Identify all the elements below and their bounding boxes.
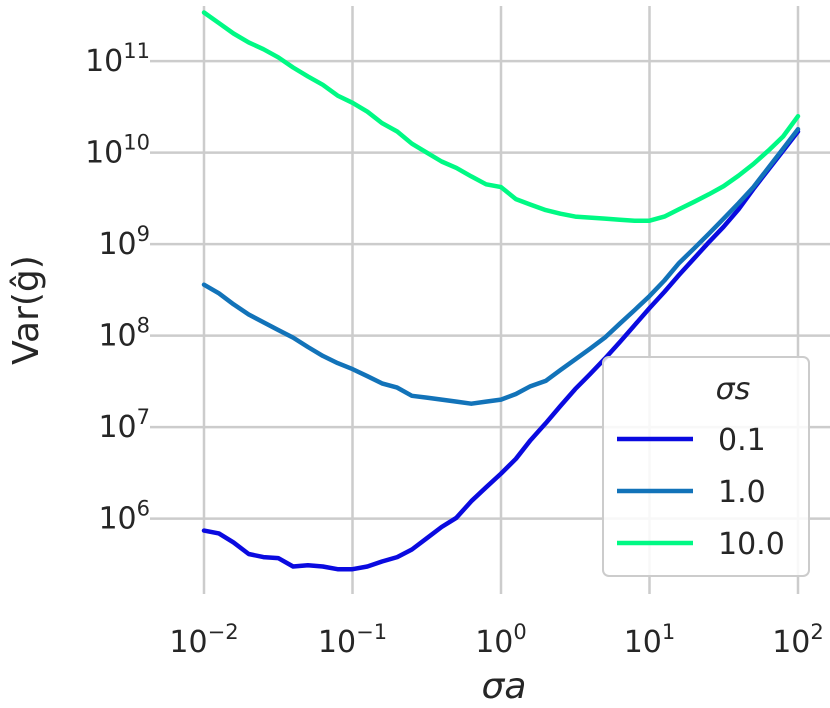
y-tick-label-1: 107 [98,405,150,445]
y-axis-label: Var(ĝ) [6,255,47,365]
series-lines [201,10,801,572]
y-tick-label-3: 109 [98,222,150,262]
x-tick-label-0: 10−2 [169,620,238,660]
legend-label-10.0: 10.0 [718,527,785,562]
y-tick-label-2: 108 [98,314,150,354]
y-tick-labels: 106 107 108 109 1010 1011 [85,39,150,537]
y-tick-label-4: 1010 [85,131,150,171]
y-tick-label-0: 106 [98,497,150,537]
series-line-10.0 [201,10,801,223]
x-axis-label: σa [482,666,527,707]
legend-title: σs [716,372,751,407]
legend-label-0.1: 0.1 [718,423,766,458]
x-tick-label-3: 101 [624,620,676,660]
series-line-1.0 [201,126,801,406]
series-line-0.1 [201,129,801,572]
x-tick-label-1: 10−1 [318,620,387,660]
y-tick-label-5: 1011 [85,39,150,79]
x-tick-label-4: 102 [772,620,824,660]
legend: σs 0.1 1.0 10.0 [602,356,810,577]
x-tick-labels: 10−2 10−1 100 101 102 [169,620,823,660]
legend-label-1.0: 1.0 [718,475,766,510]
x-tick-label-2: 100 [475,620,527,660]
legend-items: 0.1 1.0 10.0 [617,423,785,562]
legend-frame [602,356,810,577]
